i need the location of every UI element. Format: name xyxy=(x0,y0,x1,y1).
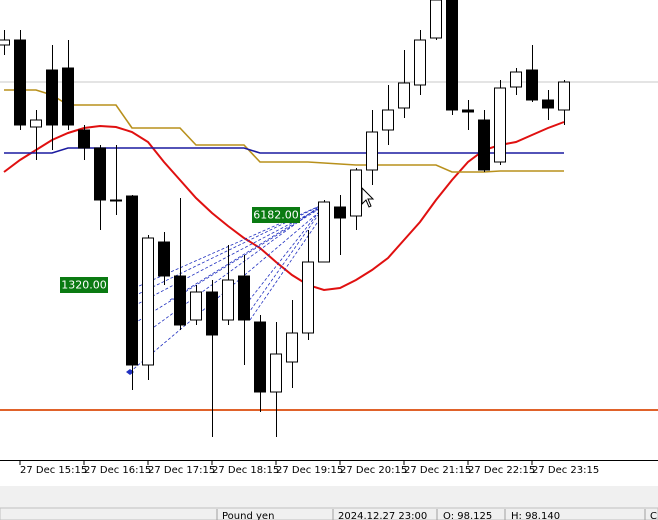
status-time: 2024.12.27 23:00 xyxy=(338,511,427,520)
candle-body xyxy=(510,71,522,88)
candle-body xyxy=(542,99,554,109)
candle-body xyxy=(0,39,10,46)
annotation-box xyxy=(252,207,300,223)
status-bar xyxy=(0,507,658,520)
candle-body xyxy=(334,206,346,219)
x-tick-label: 27 Dec 22:15 xyxy=(468,465,535,476)
candle-body xyxy=(270,353,282,393)
candle-body xyxy=(78,129,90,149)
candle-body xyxy=(14,39,26,126)
x-tick-label: 27 Dec 20:15 xyxy=(340,465,407,476)
status-open: O: 98.125 xyxy=(443,511,492,520)
candle-body xyxy=(222,279,234,321)
candle-body xyxy=(126,195,138,366)
candle-body xyxy=(286,332,298,363)
candle-body xyxy=(446,0,458,111)
candle-body xyxy=(206,291,218,336)
status-symbol: Pound yen xyxy=(222,511,274,520)
x-tick-label: 27 Dec 18:15 xyxy=(212,465,279,476)
candle-body xyxy=(430,0,442,39)
candle-body xyxy=(558,81,570,111)
status-close: C xyxy=(650,511,657,520)
candle-body xyxy=(174,275,186,326)
candle-body xyxy=(94,147,106,201)
x-tick-label: 27 Dec 17:15 xyxy=(148,465,215,476)
candle-body xyxy=(158,241,170,277)
candle-body xyxy=(398,82,410,109)
candle-body xyxy=(62,67,74,126)
candle-body xyxy=(190,291,202,321)
candle-body xyxy=(318,201,330,263)
candle-body xyxy=(478,119,490,171)
candle-body xyxy=(238,275,250,321)
candle-body xyxy=(494,87,506,163)
candle-body xyxy=(382,109,394,131)
candle-body xyxy=(302,261,314,334)
candle-body xyxy=(30,119,42,128)
x-tick-label: 27 Dec 15:15 xyxy=(20,465,87,476)
status-high: H: 98.140 xyxy=(511,511,560,520)
candle-body xyxy=(46,69,58,126)
candles xyxy=(0,0,570,437)
indicator-line xyxy=(4,89,564,173)
candle-body xyxy=(254,321,266,393)
candle-body xyxy=(526,69,538,101)
annotation-box xyxy=(60,277,108,293)
annotation-label: 1320.00 xyxy=(61,279,107,292)
x-tick-label: 27 Dec 23:15 xyxy=(532,465,599,476)
mouse-cursor xyxy=(361,186,375,208)
candle-body xyxy=(366,131,378,171)
annotation-label: 6182.00 xyxy=(253,209,299,222)
x-tick-label: 27 Dec 16:15 xyxy=(84,465,151,476)
indicator-line xyxy=(3,121,565,292)
candle-body xyxy=(350,169,362,217)
candle-body xyxy=(414,39,426,86)
x-tick-label: 27 Dec 21:15 xyxy=(404,465,471,476)
candle-body xyxy=(142,237,154,366)
candle-body xyxy=(110,199,122,202)
status-separators xyxy=(216,509,646,520)
scroll-area xyxy=(0,486,658,508)
candle-body xyxy=(462,109,474,113)
x-tick-label: 27 Dec 19:15 xyxy=(276,465,343,476)
